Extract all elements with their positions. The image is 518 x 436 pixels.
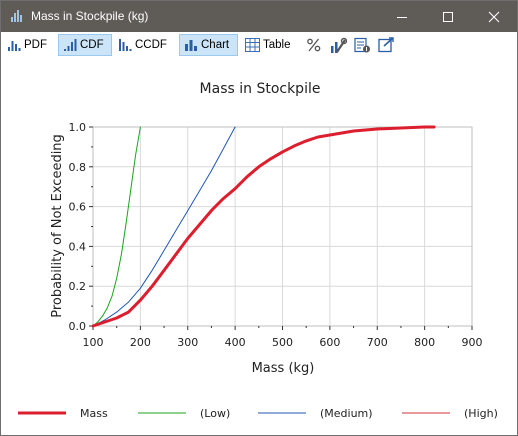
y-tick-label: 0.2 — [69, 280, 87, 293]
y-tick-label: 0.0 — [69, 320, 87, 333]
table-view-button[interactable]: Table — [241, 34, 297, 56]
export-icon — [378, 36, 394, 52]
x-tick-label: 200 — [130, 336, 151, 349]
maximize-icon — [443, 12, 453, 22]
close-icon — [488, 11, 500, 23]
x-tick-label: 100 — [83, 336, 104, 349]
x-tick-label: 500 — [272, 336, 293, 349]
chart-bars-icon — [185, 40, 197, 51]
percent-button[interactable] — [303, 34, 325, 56]
table-grid-icon — [245, 38, 260, 52]
chart-settings-button[interactable] — [327, 34, 349, 56]
x-tick-label: 300 — [177, 336, 198, 349]
series-line-1 — [92, 126, 141, 327]
minimize-button[interactable] — [379, 1, 425, 32]
grid-lines — [92, 126, 473, 327]
legend-label-1: (Low) — [200, 407, 230, 420]
series-line-0 — [91, 125, 436, 328]
window-title: Mass in Stockpile (kg) — [31, 9, 149, 23]
chart-app-icon — [11, 10, 22, 22]
legend: Mass (Low) (Medium) (High) — [18, 407, 498, 420]
cdf-button[interactable]: CDF — [58, 34, 112, 56]
x-tick-label: 800 — [414, 336, 435, 349]
chart-view-button[interactable]: Chart — [179, 34, 238, 56]
maximize-button[interactable] — [425, 1, 471, 32]
minimize-icon — [397, 17, 407, 18]
legend-label-2: (Medium) — [320, 407, 373, 420]
legend-label-0: Mass — [80, 407, 108, 420]
properties-button[interactable] — [351, 34, 373, 56]
chart-area: Mass in Stockpile 0.0 0.2 0.4 0.6 0.8 1.0 100… — [1, 59, 517, 435]
pdf-button[interactable]: PDF — [3, 34, 53, 56]
cdf-chart: Mass in Stockpile 0.0 0.2 0.4 0.6 0.8 1.0 100… — [18, 81, 498, 420]
legend-label-3: (High) — [464, 407, 498, 420]
pdf-bars-icon — [8, 41, 21, 51]
x-tick-label: 400 — [225, 336, 246, 349]
series-line-2 — [92, 126, 236, 327]
chart-label: Chart — [201, 39, 230, 51]
y-tick-label: 0.4 — [69, 240, 87, 253]
cdf-bars-icon — [64, 39, 77, 51]
close-button[interactable] — [471, 1, 517, 32]
y-axis: 0.0 0.2 0.4 0.6 0.8 1.0 — [69, 121, 93, 333]
properties-icon — [354, 37, 370, 52]
percent-icon — [307, 38, 321, 52]
ccdf-bars-icon — [119, 39, 132, 51]
series-lines — [91, 125, 436, 328]
cdf-label: CDF — [80, 39, 104, 51]
ccdf-button[interactable]: CCDF — [114, 34, 174, 56]
x-axis: 100 200 300 400 500 600 700 800 900 — [83, 326, 483, 349]
table-label: Table — [263, 39, 291, 51]
toolbar: PDF CDF CCDF Chart Table — [1, 32, 517, 59]
title-bar: Mass in Stockpile (kg) — [1, 1, 517, 32]
chart-settings-icon — [331, 37, 347, 53]
x-tick-label: 700 — [367, 336, 388, 349]
x-tick-label: 900 — [462, 336, 483, 349]
y-tick-label: 0.8 — [69, 161, 87, 174]
y-axis-label: Probability of Not Exceeding — [50, 134, 65, 318]
y-tick-label: 1.0 — [69, 121, 87, 134]
ccdf-label: CCDF — [135, 39, 167, 51]
pdf-label: PDF — [24, 39, 47, 51]
x-axis-label: Mass (kg) — [252, 361, 315, 376]
y-tick-label: 0.6 — [69, 201, 87, 214]
chart-title: Mass in Stockpile — [200, 81, 321, 97]
x-tick-label: 600 — [319, 336, 340, 349]
export-button[interactable] — [375, 34, 397, 56]
